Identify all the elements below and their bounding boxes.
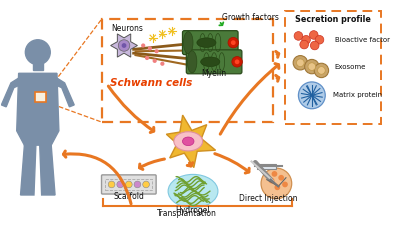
Circle shape xyxy=(261,168,292,199)
Circle shape xyxy=(282,182,288,187)
FancyBboxPatch shape xyxy=(102,175,156,194)
Circle shape xyxy=(126,181,132,188)
Circle shape xyxy=(278,175,284,181)
FancyBboxPatch shape xyxy=(257,164,276,169)
Circle shape xyxy=(232,56,242,67)
Polygon shape xyxy=(20,145,36,195)
Circle shape xyxy=(269,178,274,183)
FancyBboxPatch shape xyxy=(182,31,238,55)
Circle shape xyxy=(315,36,324,44)
Text: Myelin: Myelin xyxy=(202,69,227,78)
Circle shape xyxy=(302,36,310,44)
Polygon shape xyxy=(1,78,22,107)
Text: Growth factors: Growth factors xyxy=(222,13,279,22)
Circle shape xyxy=(228,37,238,48)
Ellipse shape xyxy=(197,38,216,47)
Circle shape xyxy=(143,181,150,188)
Bar xyxy=(33,55,42,70)
Polygon shape xyxy=(53,78,74,107)
Circle shape xyxy=(318,67,325,74)
Text: Transplantation: Transplantation xyxy=(157,209,217,218)
Circle shape xyxy=(310,41,319,50)
Circle shape xyxy=(148,46,152,50)
Text: Neurons: Neurons xyxy=(112,24,144,33)
Polygon shape xyxy=(40,145,55,195)
Circle shape xyxy=(274,184,280,190)
Polygon shape xyxy=(111,34,138,57)
Circle shape xyxy=(145,56,149,60)
Circle shape xyxy=(300,40,308,49)
Text: Matrix protein: Matrix protein xyxy=(333,92,382,98)
Text: Scaffold: Scaffold xyxy=(113,192,144,201)
Circle shape xyxy=(272,171,277,177)
Circle shape xyxy=(308,63,316,70)
Text: Exosome: Exosome xyxy=(335,64,366,70)
FancyBboxPatch shape xyxy=(186,50,242,74)
Circle shape xyxy=(122,43,126,48)
Polygon shape xyxy=(17,73,59,145)
Circle shape xyxy=(25,40,50,65)
Circle shape xyxy=(294,32,303,40)
Circle shape xyxy=(293,56,308,70)
Circle shape xyxy=(160,61,164,66)
Polygon shape xyxy=(166,115,216,168)
Text: Bioactive factor: Bioactive factor xyxy=(335,37,390,43)
Circle shape xyxy=(235,59,240,64)
Ellipse shape xyxy=(182,137,194,146)
Text: Secretion profile: Secretion profile xyxy=(295,15,371,24)
Bar xyxy=(35,92,46,102)
Ellipse shape xyxy=(168,174,218,208)
Circle shape xyxy=(141,43,145,48)
Text: Direct Injection: Direct Injection xyxy=(240,194,298,203)
Circle shape xyxy=(296,59,304,67)
Circle shape xyxy=(118,40,130,51)
Ellipse shape xyxy=(184,32,193,54)
Circle shape xyxy=(314,63,328,78)
Circle shape xyxy=(134,181,141,188)
Text: Schwann cells: Schwann cells xyxy=(110,78,192,88)
Circle shape xyxy=(108,181,115,188)
Circle shape xyxy=(305,59,319,74)
Circle shape xyxy=(231,40,236,45)
Ellipse shape xyxy=(187,51,197,73)
Circle shape xyxy=(298,82,325,109)
Circle shape xyxy=(117,181,124,188)
Ellipse shape xyxy=(174,132,203,151)
Circle shape xyxy=(154,49,159,53)
Circle shape xyxy=(152,59,157,63)
Ellipse shape xyxy=(201,57,220,67)
Text: Hydrogel: Hydrogel xyxy=(176,206,210,215)
Circle shape xyxy=(310,31,318,39)
